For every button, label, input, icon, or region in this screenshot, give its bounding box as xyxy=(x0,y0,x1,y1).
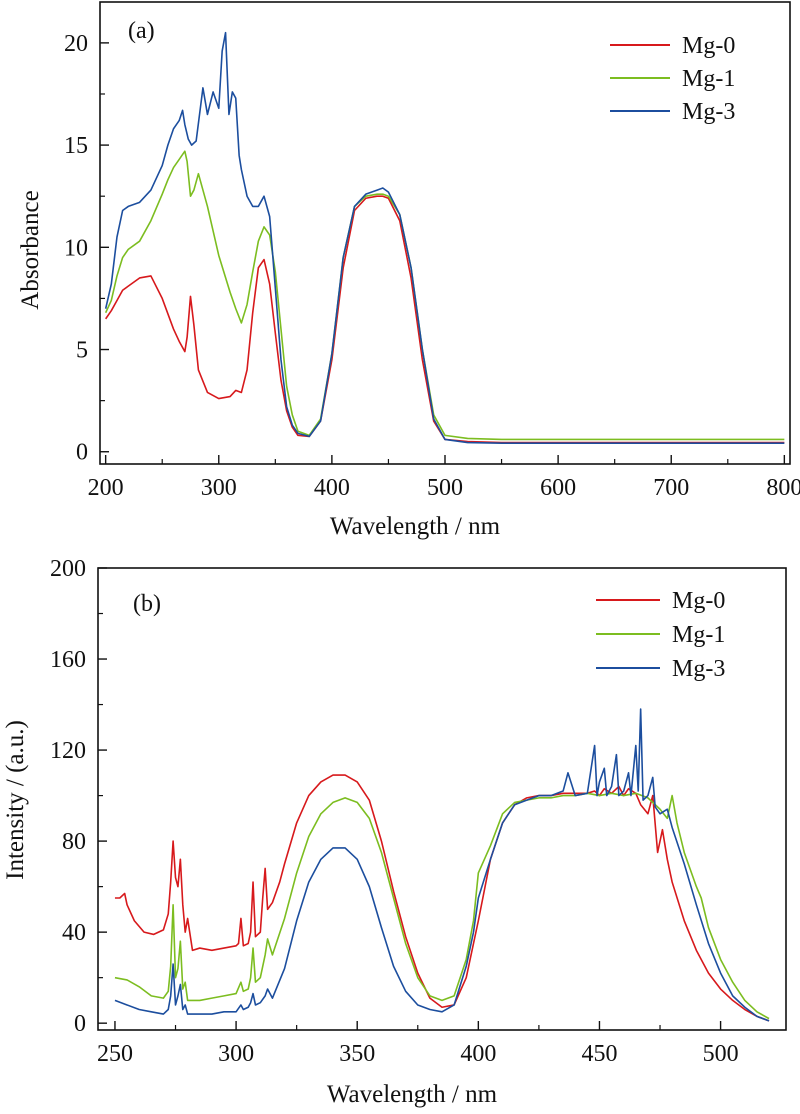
legend-label-mg-1: Mg-1 xyxy=(682,66,735,92)
panel-label: (a) xyxy=(128,18,155,44)
y-axis-label: Absorbance xyxy=(17,190,44,309)
panel-label: (b) xyxy=(133,591,161,617)
y-tick-label: 200 xyxy=(50,556,86,582)
legend-label-mg-3: Mg-3 xyxy=(682,99,735,125)
x-tick-label: 450 xyxy=(581,1041,617,1067)
y-tick-label: 0 xyxy=(76,440,88,466)
x-tick-label: 500 xyxy=(427,475,463,501)
legend-label-mg-0: Mg-0 xyxy=(682,33,735,59)
series-line-mg-0 xyxy=(114,774,770,1022)
y-tick-label: 0 xyxy=(74,1011,86,1037)
x-tick-label: 500 xyxy=(703,1041,739,1067)
y-tick-label: 10 xyxy=(64,235,88,261)
x-tick-label: 350 xyxy=(339,1041,375,1067)
y-tick-label: 20 xyxy=(64,31,88,57)
y-tick-label: 120 xyxy=(50,738,86,764)
y-tick-label: 40 xyxy=(62,920,86,946)
y-tick-label: 15 xyxy=(64,133,88,159)
legend-label-mg-0: Mg-0 xyxy=(672,588,725,614)
series-line-mg-1 xyxy=(104,150,785,441)
x-tick-label: 800 xyxy=(766,475,800,501)
series-line-mg-3 xyxy=(114,708,770,1022)
x-axis-label: Wavelength / nm xyxy=(330,513,501,540)
series-line-mg-0 xyxy=(105,195,785,444)
series-line-mg-3 xyxy=(104,31,785,444)
x-tick-label: 300 xyxy=(201,475,237,501)
y-axis-label: Intensity / (a.u.) xyxy=(2,720,29,880)
y-tick-label: 160 xyxy=(50,647,86,673)
y-tick-label: 5 xyxy=(76,338,88,364)
x-axis-label: Wavelength / nm xyxy=(327,1081,498,1108)
series-line-mg-1 xyxy=(114,792,770,1020)
x-tick-label: 200 xyxy=(88,475,124,501)
legend-label-mg-3: Mg-3 xyxy=(672,656,725,682)
x-tick-label: 400 xyxy=(314,475,350,501)
plot-frame xyxy=(97,567,787,1031)
x-tick-label: 250 xyxy=(97,1041,133,1067)
x-tick-label: 300 xyxy=(218,1041,254,1067)
x-tick-label: 400 xyxy=(460,1041,496,1067)
y-tick-label: 80 xyxy=(62,829,86,855)
legend-label-mg-1: Mg-1 xyxy=(672,622,725,648)
x-tick-label: 700 xyxy=(653,475,689,501)
x-tick-label: 600 xyxy=(540,475,576,501)
